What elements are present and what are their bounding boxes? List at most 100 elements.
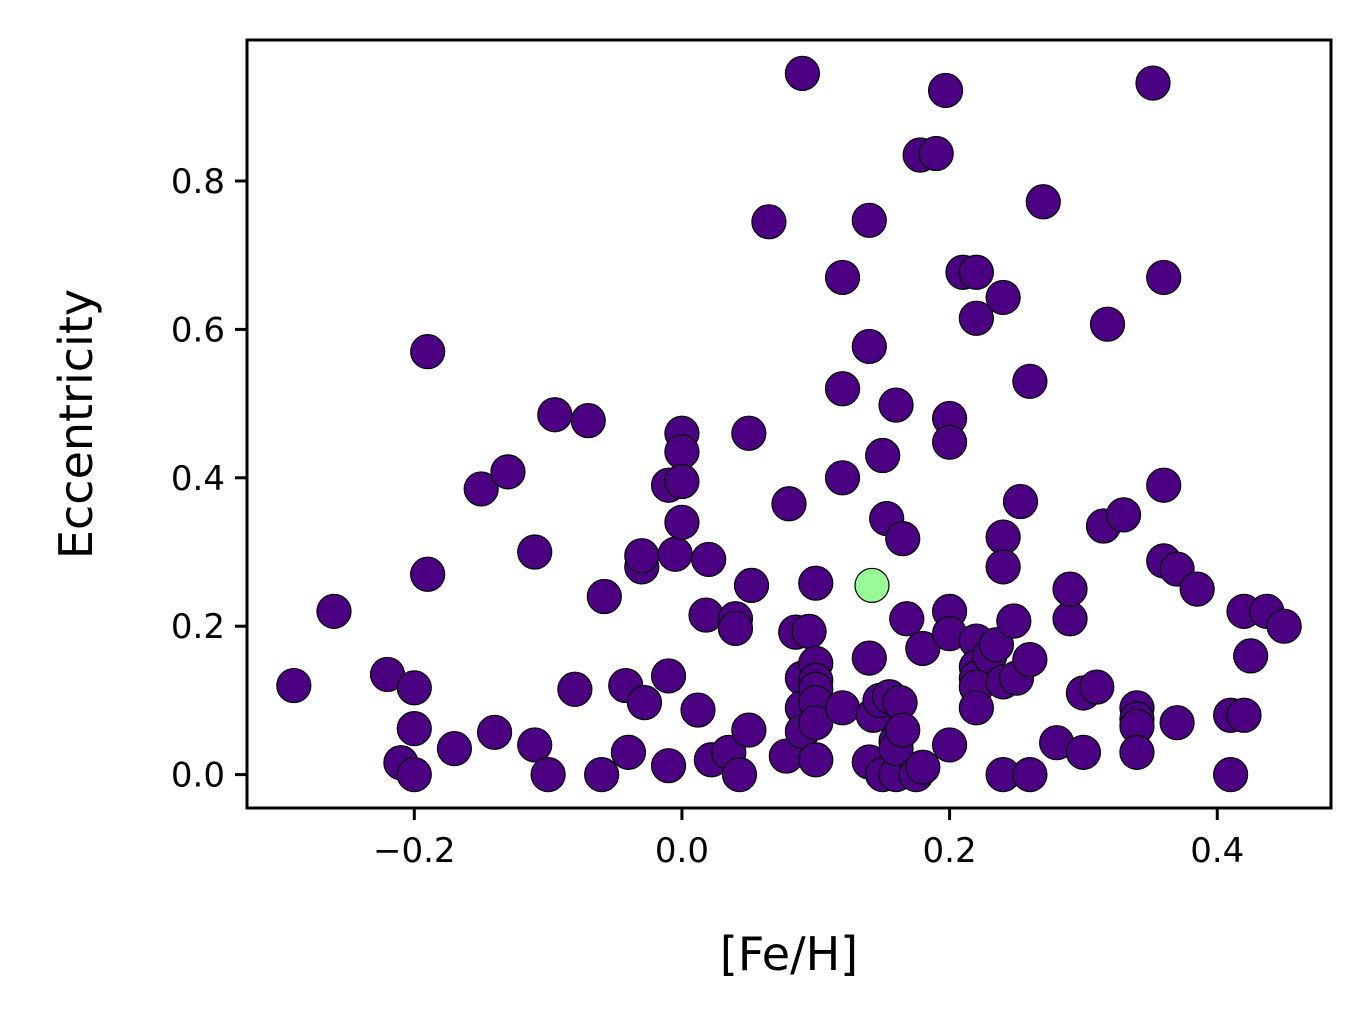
data-point [958,300,994,336]
data-point [798,565,834,601]
y-axis-ticks: 0.0 0.2 0.4 0.6 0.8 [171,162,247,796]
x-tick-label: 0.2 [923,831,977,871]
data-point [985,279,1021,316]
data-point [1135,65,1171,101]
y-axis-label: Eccentricity [49,289,103,559]
data-point [410,556,446,592]
data-point [537,397,573,433]
data-point [885,712,921,748]
data-point [650,658,687,694]
plot-frame [245,38,1333,810]
data-point [985,519,1021,555]
data-point [490,454,526,490]
data-point [517,727,553,763]
data-point [1266,608,1302,644]
data-point [731,712,767,748]
data-point [733,567,770,603]
data-point [396,757,432,793]
data-point [751,204,787,240]
y-tick-label: 0.4 [171,459,225,499]
data-point [958,254,994,290]
data-point [931,424,968,460]
data-point [1025,184,1061,220]
data-point [557,671,593,707]
x-axis-label: [Fe/H] [720,927,858,981]
data-point [798,705,834,741]
x-axis-ticks: −0.2 0.0 0.2 0.4 [373,808,1244,871]
data-point [1012,757,1048,793]
data-point [1089,306,1126,342]
data-point [824,460,861,496]
data-point [889,601,925,637]
highlighted-data-point [854,567,890,603]
data-point [865,437,901,474]
data-point [721,757,758,793]
data-point [584,757,620,793]
data-point [476,714,513,750]
data-point [688,597,724,633]
data-point [771,486,807,522]
data-point [691,541,727,578]
data-point [1002,483,1039,520]
data-point [316,593,352,629]
data-point [784,55,820,91]
data-point [650,748,687,784]
data-point [824,690,861,726]
data-point [1012,363,1048,399]
data-point [851,202,887,238]
data-point [851,640,887,676]
data-point [1065,734,1102,770]
y-tick-label: 0.6 [171,310,225,350]
data-point [1146,259,1182,296]
data-point [1052,571,1088,607]
data-point [1213,757,1249,793]
data-point [905,749,941,785]
data-point [1159,705,1195,741]
data-point [680,692,716,728]
y-tick-label: 0.8 [171,162,225,202]
data-point [931,727,968,763]
data-point [610,734,647,770]
data-point [927,72,964,109]
data-point [410,334,446,370]
data-point [626,685,663,721]
x-tick-label: 0.4 [1190,831,1244,871]
data-point [885,521,921,557]
data-point [664,463,700,500]
data-point [731,415,767,451]
data-point [717,610,754,647]
data-point [276,667,312,704]
data-point [664,434,700,470]
data-point [1119,734,1155,770]
data-point [1226,697,1262,733]
data-point [463,471,499,507]
data-point [791,613,827,649]
data-point [530,757,566,793]
data-point [851,328,887,365]
x-tick-label: −0.2 [373,831,456,871]
data-point [1052,601,1088,637]
data-point [396,711,432,747]
data-point [798,742,834,778]
data-point [624,538,660,574]
data-point [1233,638,1269,674]
data-point [996,603,1032,639]
data-point [1079,669,1115,705]
data-point [1179,571,1215,607]
data-point [918,135,954,172]
y-tick-label: 0.2 [171,607,225,647]
y-tick-label: 0.0 [171,756,225,796]
data-point [958,690,994,726]
data-point [905,630,941,667]
data-point [664,504,700,540]
data-points [276,55,1302,793]
data-point [1146,467,1182,503]
data-point [985,549,1021,585]
data-point [824,371,861,407]
x-tick-label: 0.0 [655,831,709,871]
data-point [570,403,606,439]
data-point [1105,497,1142,533]
data-point [878,387,914,423]
data-point [824,259,861,296]
